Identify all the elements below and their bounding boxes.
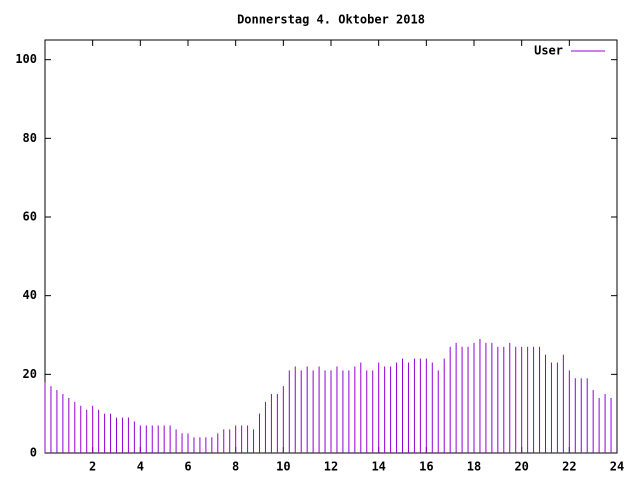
x-tick-label: 22	[562, 460, 576, 474]
x-tick-label: 10	[276, 460, 290, 474]
x-tick-label: 12	[324, 460, 338, 474]
x-tick-label: 2	[89, 460, 96, 474]
x-tick-label: 6	[184, 460, 191, 474]
y-tick-label: 80	[23, 131, 37, 145]
y-tick-label: 40	[23, 288, 37, 302]
x-tick-label: 20	[514, 460, 528, 474]
x-tick-label: 14	[371, 460, 385, 474]
y-tick-label: 0	[30, 446, 37, 460]
y-tick-label: 60	[23, 210, 37, 224]
y-tick-label: 20	[23, 367, 37, 381]
y-tick-label: 100	[15, 52, 37, 66]
x-tick-label: 24	[610, 460, 624, 474]
x-tick-label: 18	[467, 460, 481, 474]
x-tick-label: 8	[232, 460, 239, 474]
chart-title: Donnerstag 4. Oktober 2018	[237, 13, 425, 27]
x-tick-label: 4	[137, 460, 144, 474]
legend-label: User	[534, 44, 563, 58]
x-tick-label: 16	[419, 460, 433, 474]
